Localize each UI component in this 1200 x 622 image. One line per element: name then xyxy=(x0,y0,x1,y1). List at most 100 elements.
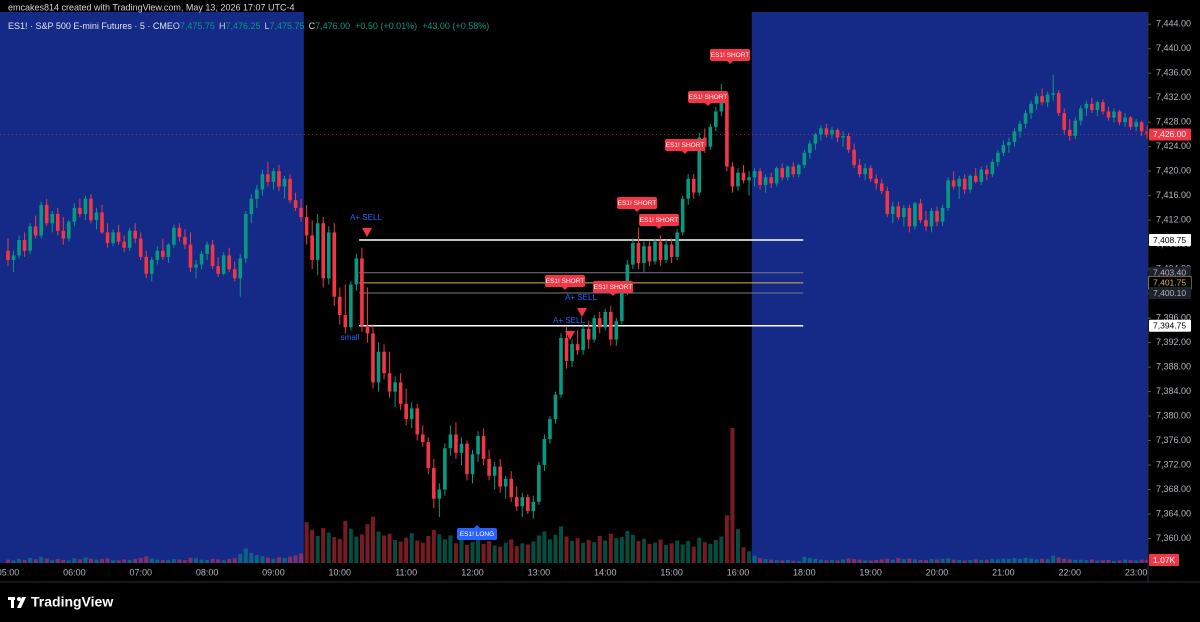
x-tick-label: 21:00 xyxy=(992,567,1015,577)
candle-body xyxy=(476,435,480,455)
volume-bar xyxy=(636,541,641,563)
candle-body xyxy=(1034,96,1039,104)
candle-body xyxy=(1029,103,1033,114)
candle-body xyxy=(360,258,364,326)
watermark: emcakes814 created with TradingView.com,… xyxy=(8,2,294,12)
volume-bar xyxy=(116,560,121,563)
volume-bar xyxy=(973,559,978,563)
candle-body xyxy=(149,259,154,274)
legend-value: 7,475.75 xyxy=(270,21,305,31)
candle-body xyxy=(620,289,624,322)
volume-bar xyxy=(393,539,398,563)
x-tick-label: 12:00 xyxy=(461,567,484,577)
candle-body xyxy=(924,220,928,227)
volume-bar xyxy=(144,556,149,563)
volume-bar xyxy=(614,538,619,563)
volume-bar xyxy=(946,558,951,563)
volume-bar xyxy=(33,559,38,563)
price-tag-label: 7,394.75 xyxy=(1153,321,1186,331)
volume-bar xyxy=(326,532,331,563)
volume-bar xyxy=(487,541,492,563)
candle-body xyxy=(636,243,641,264)
sell-arrow xyxy=(565,331,575,340)
legend-change-total: +43.00 (+0.58%) xyxy=(422,21,489,31)
volume-bar xyxy=(912,559,917,563)
volume-bar xyxy=(88,558,93,563)
candle-body xyxy=(730,166,735,187)
candle-body xyxy=(752,171,757,178)
y-tick-label: 7,368.00 xyxy=(1156,484,1191,494)
candle-body xyxy=(94,212,99,221)
volume-bar xyxy=(1134,560,1139,563)
candle-body xyxy=(299,207,303,218)
volume-bar xyxy=(50,560,55,563)
x-tick-label: 15:00 xyxy=(660,567,683,577)
volume-bar xyxy=(918,559,923,563)
volume-bar xyxy=(1001,558,1006,563)
volume-bar xyxy=(885,558,890,563)
y-tick-label: 7,412.00 xyxy=(1156,215,1191,225)
volume-bar xyxy=(1100,560,1105,563)
candle-body xyxy=(819,128,823,135)
volume-bar xyxy=(100,559,105,563)
volume-bar xyxy=(359,534,364,563)
y-tick-label: 7,380.00 xyxy=(1156,410,1191,420)
volume-bar xyxy=(453,543,458,563)
candle-body xyxy=(1018,123,1022,132)
candle-body xyxy=(1073,120,1078,136)
candle-body xyxy=(985,169,989,175)
volume-bar xyxy=(525,544,530,563)
candle-body xyxy=(863,168,867,175)
candle-body xyxy=(326,232,331,279)
volume-bar xyxy=(205,559,210,563)
candle-body xyxy=(304,217,309,236)
candle-body xyxy=(443,448,447,490)
volume-bar xyxy=(868,560,873,563)
signal-label-notch xyxy=(634,209,640,212)
volume-bar xyxy=(625,530,630,563)
candle-body xyxy=(44,204,49,224)
candle-body xyxy=(1112,111,1116,118)
signal-label-notch xyxy=(682,151,688,154)
candle-body xyxy=(929,210,934,227)
candle-body xyxy=(83,198,88,215)
volume-bar xyxy=(437,534,442,563)
volume-bar xyxy=(896,557,901,563)
volume-tag xyxy=(1149,554,1179,566)
candle-body xyxy=(365,325,370,334)
x-tick-label: 16:00 xyxy=(727,567,750,577)
brand-logo xyxy=(8,597,26,608)
candle-body xyxy=(55,214,60,231)
candle-body xyxy=(232,269,237,279)
candle-body xyxy=(564,338,569,361)
candle-body xyxy=(808,143,812,153)
legend-change: +0.50 (+0.01%) xyxy=(355,21,417,31)
x-tick-label: 11:00 xyxy=(395,567,417,577)
candle-body xyxy=(559,338,563,395)
volume-bar xyxy=(774,560,779,563)
volume-bar xyxy=(835,560,840,563)
candle-body xyxy=(470,454,475,475)
volume-bar xyxy=(149,558,154,563)
volume-bar xyxy=(1117,560,1122,563)
volume-bar xyxy=(658,539,663,563)
volume-bar xyxy=(1034,559,1039,563)
candle-body xyxy=(691,178,696,193)
volume-bar xyxy=(310,529,315,563)
volume-bar xyxy=(1067,559,1072,563)
candle-body xyxy=(387,373,392,392)
volume-bar xyxy=(459,539,464,563)
volume-bar xyxy=(735,529,740,563)
candle-body xyxy=(1145,131,1149,135)
candle-body xyxy=(542,439,547,466)
candle-body xyxy=(597,318,602,328)
volume-bar xyxy=(581,542,586,563)
candle-body xyxy=(1090,103,1094,110)
volume-bar xyxy=(249,552,254,563)
volume-bar xyxy=(332,537,337,563)
candle-body xyxy=(498,466,502,487)
volume-bar xyxy=(586,539,591,563)
volume-bar xyxy=(763,559,768,563)
price-tag xyxy=(1149,276,1191,289)
candle-body xyxy=(288,178,292,201)
